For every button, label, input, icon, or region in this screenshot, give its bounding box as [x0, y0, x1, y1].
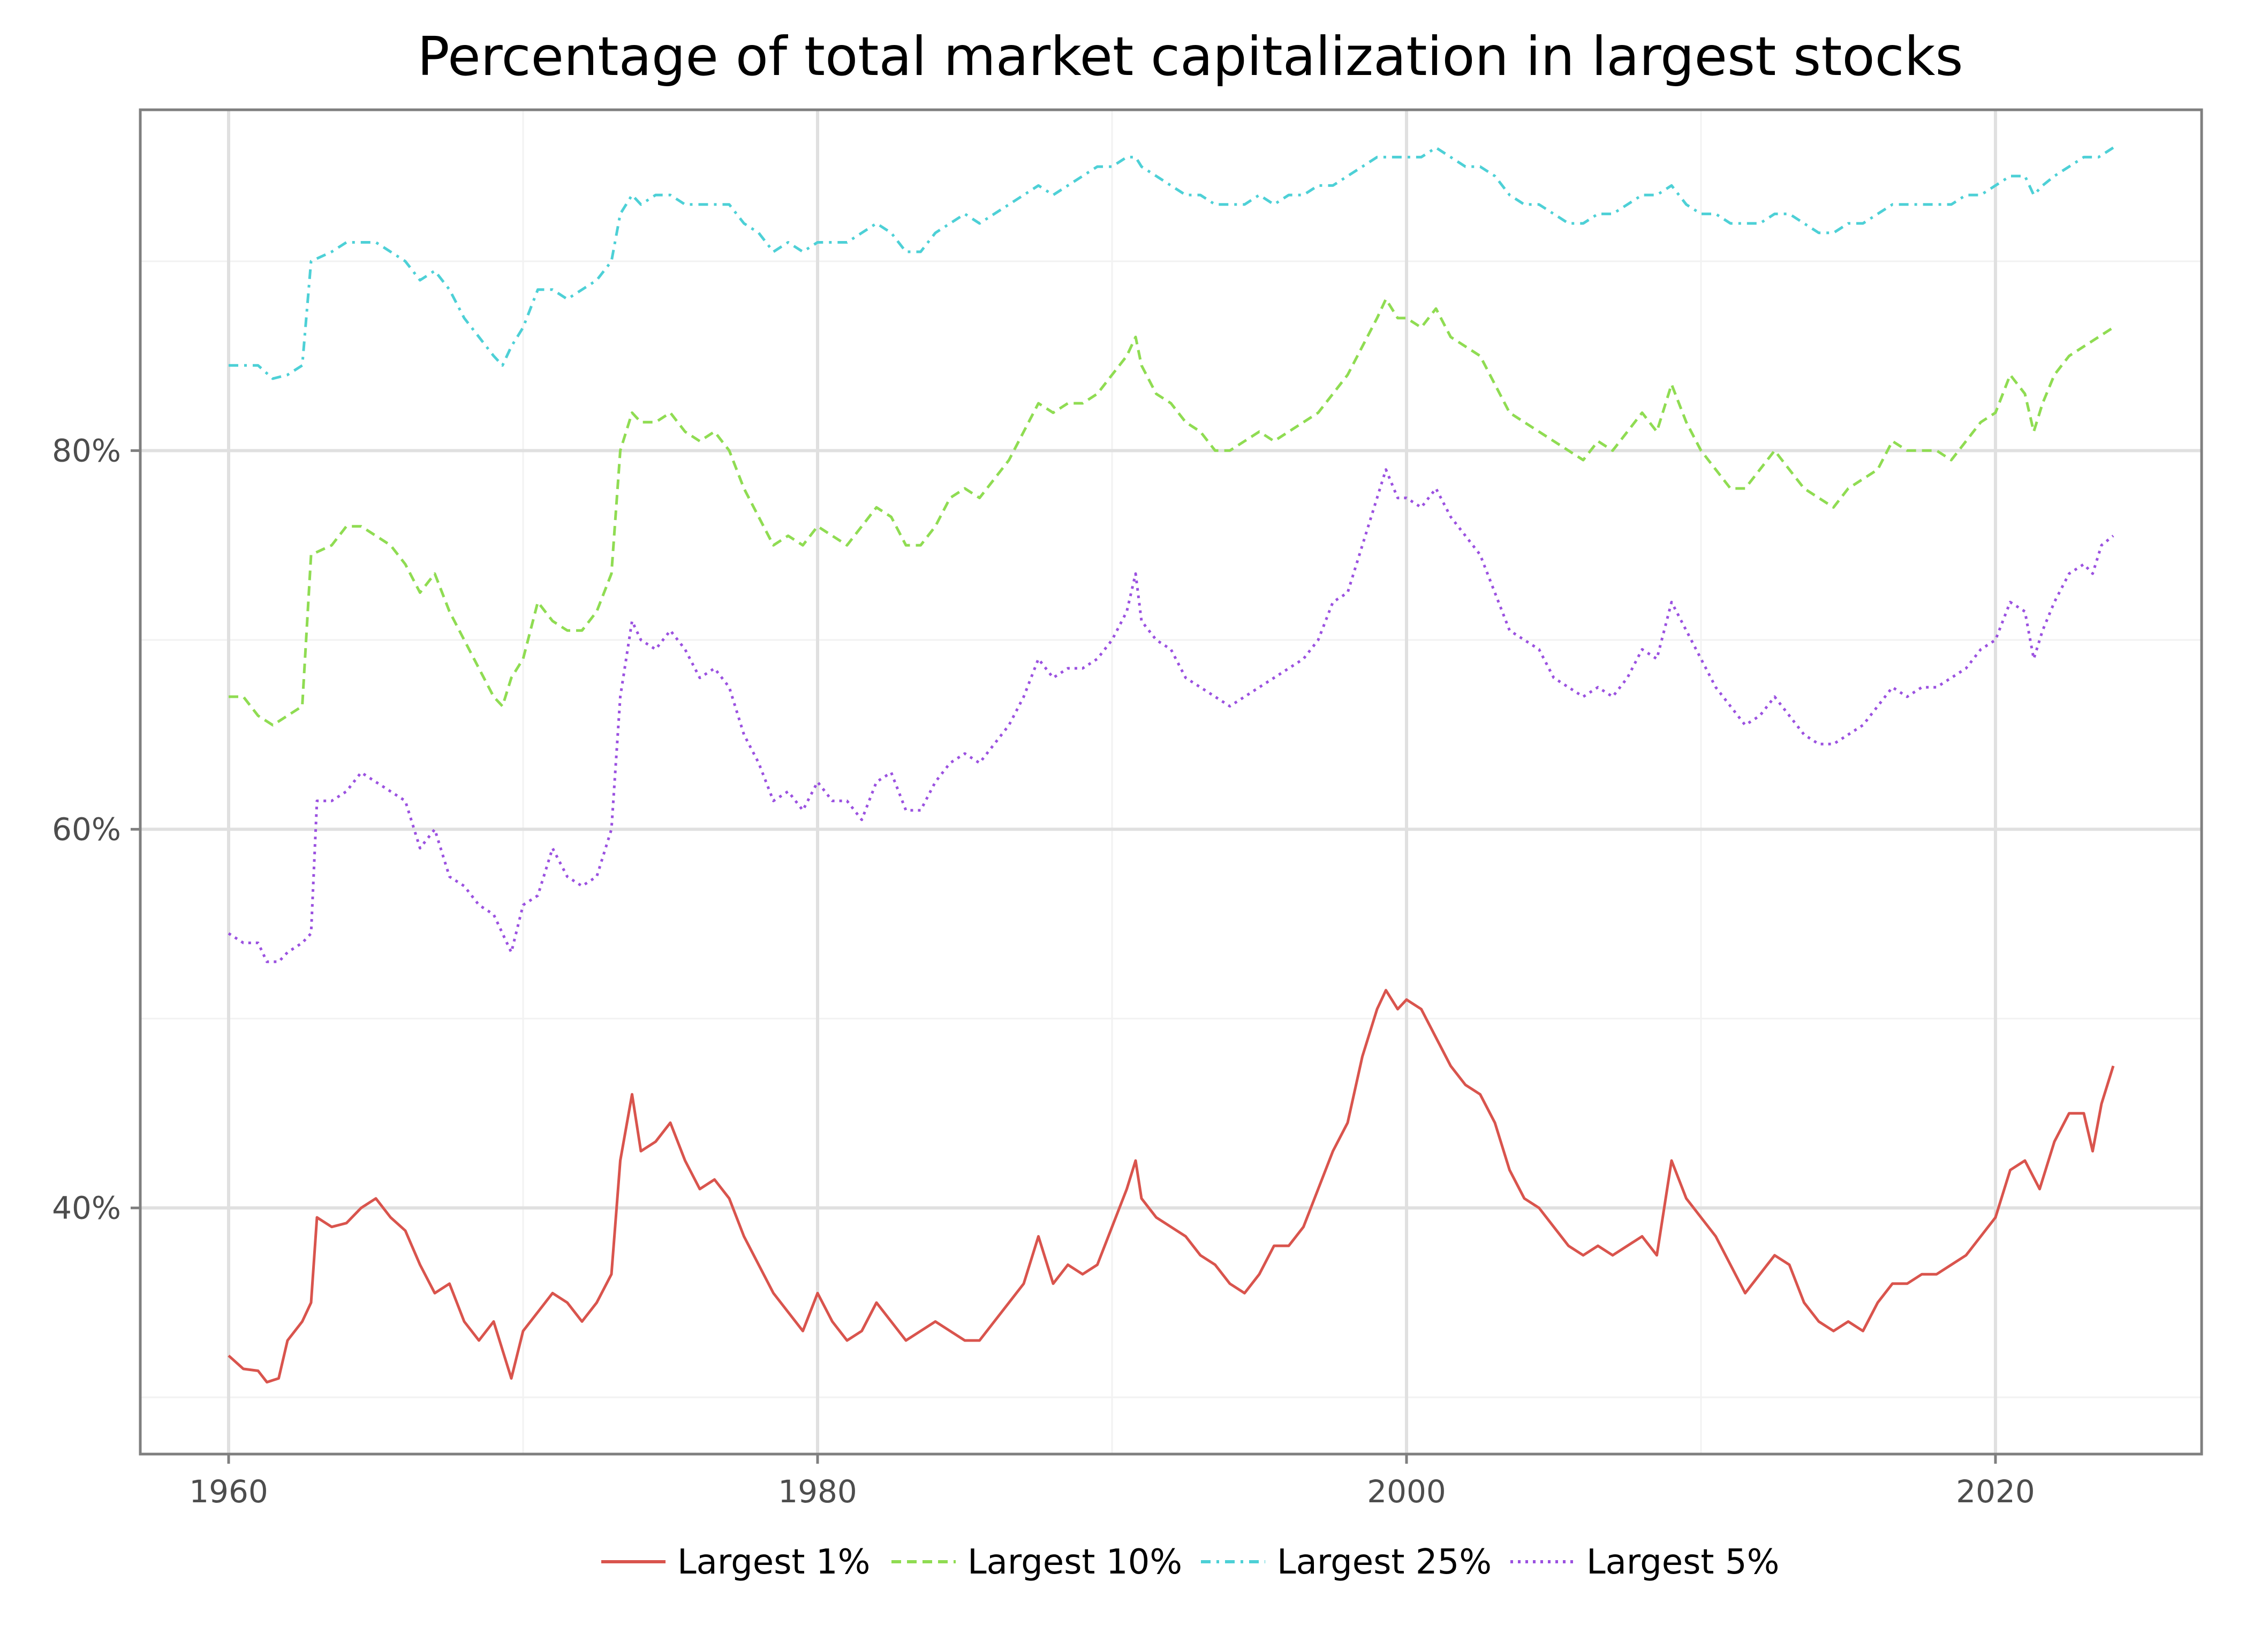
legend: Largest 1% Largest 10% Largest 25% Largest …	[601, 1542, 1779, 1582]
x-tick-label: 1980	[778, 1473, 857, 1510]
legend-label-3: Largest 25%	[1277, 1542, 1492, 1582]
series-line-1	[228, 989, 2115, 1384]
y-tick-label: 40%	[52, 1190, 121, 1226]
chart-title: Percentage of total market capitalizatio…	[417, 25, 1963, 88]
major-grid	[140, 110, 2202, 1454]
legend-label-4: Largest 5%	[1586, 1542, 1779, 1582]
x-axis: 1960 1980 2000 2020	[189, 1454, 2035, 1510]
x-tick-label: 1960	[189, 1473, 268, 1510]
series-line-2	[229, 298, 2114, 727]
minor-grid	[140, 110, 2202, 1454]
y-tick-label: 80%	[52, 432, 121, 469]
y-tick-label: 60%	[52, 811, 121, 847]
series-layer	[228, 146, 2115, 1384]
x-tick-label: 2020	[1956, 1473, 2035, 1510]
y-axis: 40% 60% 80%	[52, 432, 140, 1226]
legend-label-1: Largest 1%	[677, 1542, 870, 1582]
legend-label-2: Largest 10%	[967, 1542, 1182, 1582]
x-tick-label: 2000	[1367, 1473, 1446, 1510]
series-line-3	[229, 146, 2114, 380]
plot-border	[139, 108, 2203, 1456]
series-line-4	[228, 468, 2114, 963]
